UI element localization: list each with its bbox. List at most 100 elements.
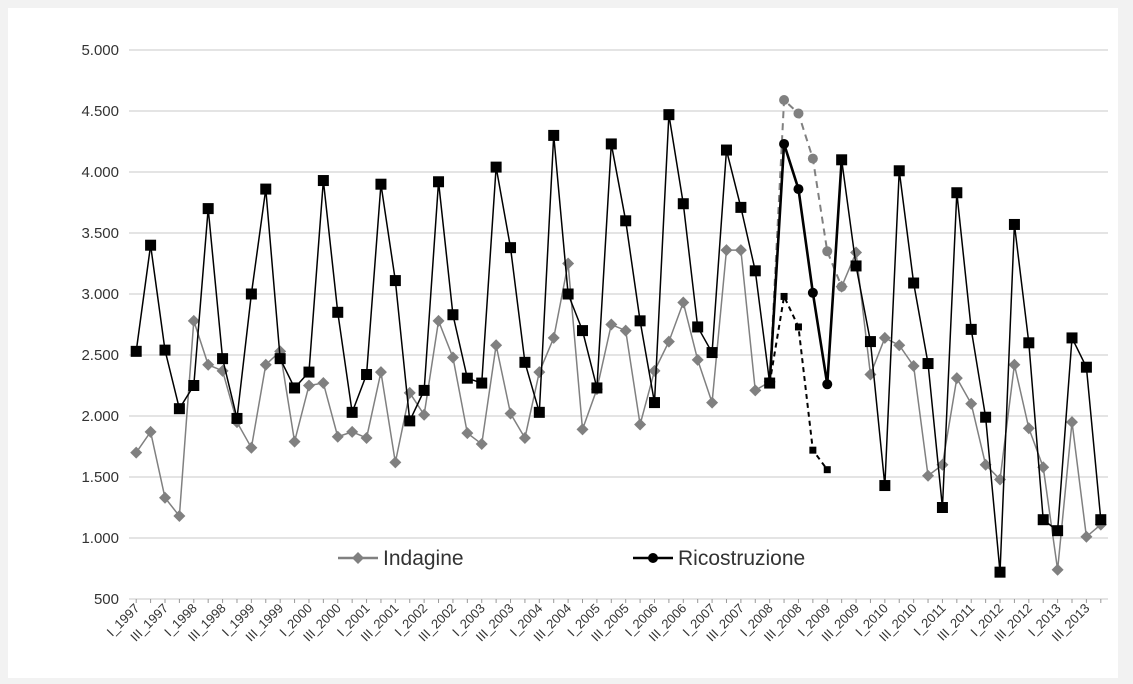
data-point-square [965, 323, 977, 335]
data-point-square [433, 176, 445, 188]
series-line [840, 159, 1102, 573]
data-point-circle [822, 379, 833, 390]
y-tick-label: 4.000 [81, 164, 119, 181]
data-point-square [1037, 514, 1049, 526]
data-point-diamond [605, 318, 618, 331]
data-point-square [332, 306, 344, 318]
data-point-diamond [1066, 416, 1079, 429]
data-point-diamond [619, 324, 632, 337]
data-point-diamond [634, 418, 647, 431]
data-point-square [864, 336, 876, 348]
data-point-square [231, 412, 243, 424]
data-point-diamond [1080, 530, 1093, 543]
x-axis-ticks: I_1997III_1997I_1998III_1998I_1999III_19… [104, 599, 1102, 644]
data-point-square [202, 203, 214, 215]
data-point-square [476, 377, 488, 389]
data-point-circle [648, 553, 658, 563]
grid-lines [129, 49, 1108, 600]
data-point-diamond [547, 331, 560, 344]
data-point-square [692, 321, 704, 333]
data-point-square [1008, 218, 1020, 230]
data-point-diamond [504, 407, 517, 420]
data-point-square [648, 397, 660, 409]
data-point-diamond [288, 435, 301, 448]
y-tick-label: 1.000 [81, 530, 119, 547]
y-tick-label: 500 [94, 591, 119, 608]
data-point-circle [836, 154, 847, 165]
data-point-square [850, 260, 862, 272]
data-point-diamond [965, 397, 978, 410]
data-point-square [173, 403, 185, 415]
legend: Indagine Ricostruzione [338, 547, 805, 570]
data-point-diamond [389, 456, 402, 469]
y-tick-label: 2.000 [81, 408, 119, 425]
data-point-circle [779, 138, 790, 149]
data-point-diamond [374, 366, 387, 379]
data-point-circle [793, 108, 804, 119]
y-axis-ticks: 500 1.000 1.500 2.000 2.500 3.000 3.500 4.000 4.… [81, 42, 119, 608]
data-point-square [461, 372, 473, 384]
data-point-diamond [331, 430, 344, 443]
data-point-square [1095, 514, 1107, 526]
data-point-circle [793, 184, 804, 195]
data-point-diamond [533, 366, 546, 379]
data-point-diamond [936, 458, 949, 471]
data-point-diamond [158, 491, 171, 504]
data-point-square [980, 411, 992, 423]
data-point-diamond [202, 358, 215, 371]
series-lines [130, 95, 1107, 578]
data-point-square [519, 356, 531, 368]
data-point-small-square [794, 323, 802, 331]
data-point-diamond [734, 244, 747, 257]
y-tick-label: 2.500 [81, 347, 119, 364]
data-point-circle [836, 281, 847, 292]
data-point-diamond [352, 552, 364, 564]
data-point-diamond [893, 339, 906, 352]
data-point-diamond [922, 469, 935, 482]
y-tick-label: 3.000 [81, 286, 119, 303]
data-point-diamond [490, 339, 503, 352]
data-point-square [505, 242, 517, 254]
data-point-square [706, 347, 718, 359]
data-point-circle [822, 246, 833, 257]
y-tick-label: 4.500 [81, 103, 119, 120]
data-point-diamond [850, 246, 863, 259]
data-point-diamond [562, 257, 575, 270]
data-point-diamond [518, 431, 531, 444]
data-point-small-square [780, 292, 788, 300]
data-point-diamond [662, 335, 675, 348]
data-point-diamond [720, 244, 733, 257]
data-point-diamond [691, 353, 704, 366]
data-point-circle [807, 287, 818, 298]
data-point-square [562, 288, 574, 300]
series-3 [764, 138, 847, 390]
data-point-diamond [706, 396, 719, 409]
data-point-circle [779, 95, 790, 106]
data-point-diamond [950, 372, 963, 385]
data-point-small-square [809, 446, 817, 454]
series-line [135, 114, 771, 424]
data-point-diamond [259, 358, 272, 371]
data-point-square [260, 183, 272, 195]
series-line [768, 97, 843, 382]
data-point-square [130, 345, 142, 357]
data-point-square [289, 382, 301, 394]
data-point-square [533, 406, 545, 418]
series-line [135, 249, 771, 519]
legend-label: Ricostruzione [678, 547, 805, 570]
data-point-square [404, 415, 416, 427]
data-point-square [994, 566, 1006, 578]
series-line [840, 249, 1102, 570]
data-point-square [951, 187, 963, 199]
data-point-square [145, 239, 157, 251]
data-point-square [720, 144, 732, 156]
series-4 [766, 292, 831, 474]
data-point-square [1052, 525, 1064, 537]
data-point-square [735, 201, 747, 213]
data-point-diamond [907, 359, 920, 372]
data-point-square [548, 129, 560, 141]
data-point-diamond [144, 425, 157, 438]
data-point-diamond [403, 386, 416, 399]
data-point-diamond [1022, 422, 1035, 435]
data-point-diamond [461, 427, 474, 440]
